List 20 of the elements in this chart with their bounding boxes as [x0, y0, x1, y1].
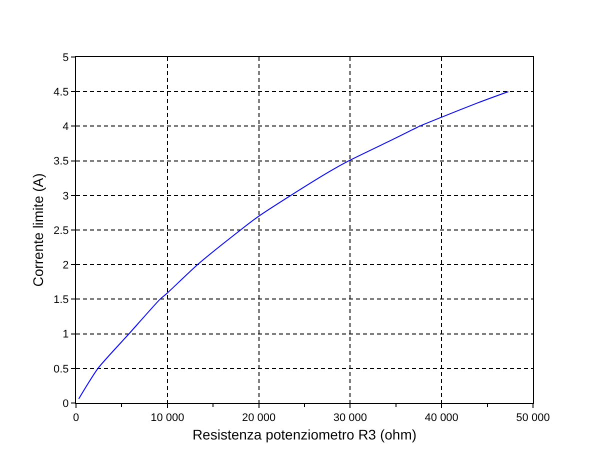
y-tick-label: 2	[62, 259, 69, 272]
y-tick-label: 0	[62, 398, 69, 410]
y-tick-label: 4	[62, 121, 69, 134]
y-tick-label: 5	[62, 52, 69, 64]
x-tick-label: 50 000	[516, 412, 550, 424]
x-tick-label: 10 000	[150, 412, 184, 424]
line-series	[78, 91, 509, 400]
y-tick-label: 2.5	[54, 224, 69, 237]
x-tick-label: 40 000	[424, 412, 458, 424]
y-tick-label: 0.5	[54, 363, 69, 376]
y-tick-label: 4.5	[54, 86, 69, 98]
y-axis-title: Corrente limite (A)	[30, 173, 46, 287]
y-tick-label: 1.5	[54, 294, 69, 306]
x-tick-label: 0	[72, 412, 80, 424]
y-tick-label: 3.5	[54, 156, 69, 168]
x-axis-title: Resistenza potenziometro R3 (ohm)	[192, 426, 417, 442]
y-tick-label: 1	[62, 328, 69, 341]
x-tick-label: 20 000	[242, 412, 276, 424]
x-tick-label: 30 000	[333, 412, 368, 424]
y-tick-label: 3	[62, 190, 69, 202]
